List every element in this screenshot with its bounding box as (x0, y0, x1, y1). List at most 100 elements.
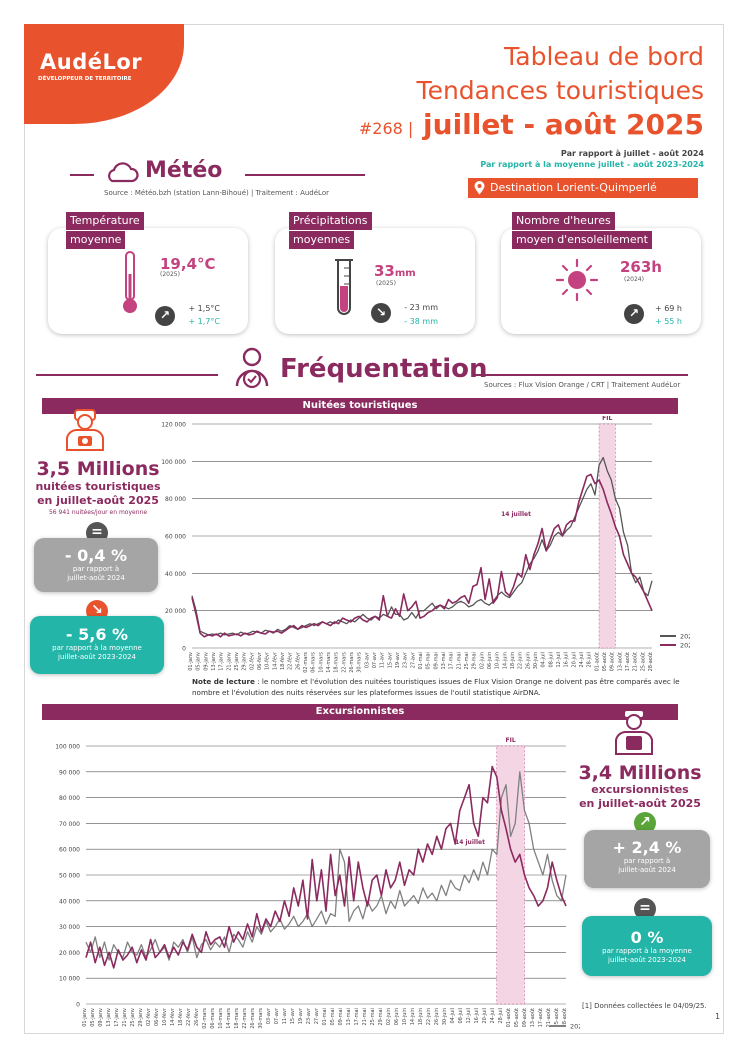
x-tick-label: 10-févr (161, 1007, 168, 1026)
x-tick-label: 11-avr (282, 1007, 288, 1024)
sun-icon (555, 258, 599, 302)
x-tick-label: 08-juil (458, 1008, 464, 1024)
x-tick-label: 13-mai (441, 652, 447, 670)
sunshine-value: 263h (620, 258, 662, 276)
legend-label: 2024 (680, 633, 690, 641)
y-tick-label: 40 000 (59, 898, 80, 905)
x-tick-label: 13-janv (211, 652, 217, 671)
temperature-cmp-2024: + 1,5°C (188, 304, 220, 313)
x-tick-label: 17-janv (114, 1008, 120, 1027)
y-tick-label: 80 000 (165, 496, 186, 503)
period-label: juillet - août 2025 (423, 108, 704, 141)
x-tick-label: 04-juil (541, 652, 547, 668)
excursionnistes-line-chart: 0 10 000 20 000 30 000 40 000 50 000 60 000 70 … (55, 737, 580, 1031)
nuitees-change-2024-line1: par rapport à (72, 565, 120, 573)
x-tick-label: 01-janv (82, 1008, 88, 1027)
precipitation-label-2: moyennes (289, 231, 355, 249)
excursionnistes-section-title: Excursionnistes (42, 704, 678, 720)
nuitees-line-chart: 0 20 000 40 000 60 000 80 000 100 000 120 000 F… (161, 416, 690, 673)
x-tick-label: 19-avr (395, 651, 401, 668)
x-tick-label: 14-mars (326, 652, 332, 673)
x-tick-label: 16-juil (564, 652, 570, 668)
x-tick-label: 10-févr (264, 651, 271, 670)
excursionnistes-change-2024-value: + 2,4 % (612, 838, 682, 857)
x-tick-label: 06-mars (311, 652, 317, 673)
excursionnistes-change-average-line2: juillet-août 2023-2024 (608, 956, 686, 964)
y-tick-label: 40 000 (165, 571, 186, 578)
x-tick-label: 17-mai (449, 652, 455, 670)
x-tick-label: 06-févr (256, 651, 263, 670)
sunshine-cmp-2024: + 69 h (654, 304, 682, 313)
precipitation-cmp-2024: - 23 mm (404, 303, 438, 312)
x-tick-label: 21-janv (226, 652, 232, 671)
excursionnistes-change-average: 0 % par rapport à la moyenne juillet-aoû… (582, 916, 712, 976)
compare-average-legend: Par rapport à la moyenne juillet - août … (480, 160, 704, 169)
x-tick-label: 29-janv (138, 1008, 144, 1027)
x-tick-label: 14-juin (502, 652, 508, 669)
page-number: 1 (715, 1012, 721, 1021)
x-tick-label: 21-août (632, 652, 639, 671)
series-line-2024 (85, 771, 567, 961)
x-tick-label: 18-mars (234, 1008, 240, 1029)
x-tick-label: 02-mars (202, 1008, 208, 1029)
x-tick-label: 18-févr (177, 1007, 184, 1026)
x-tick-label: 24-juil (579, 652, 585, 668)
x-tick-label: 26-févr (294, 651, 301, 670)
logo[interactable]: AudéLor (40, 50, 143, 74)
precipitation-number: 33 (374, 262, 395, 280)
x-tick-label: 16-juil (474, 1008, 480, 1024)
x-tick-label: 10-mars (318, 652, 324, 673)
x-tick-label: 05-août (513, 1008, 520, 1027)
x-tick-label: 18-mars (334, 652, 340, 673)
x-tick-label: 28-août (561, 1008, 568, 1027)
precipitation-year: (2025) (376, 280, 396, 287)
y-tick-label: 60 000 (59, 847, 80, 854)
excursionnistes-subtitle-1: excursionnistes (591, 783, 689, 796)
x-tick-label: 01-mai (322, 1008, 328, 1026)
up-right-arrow-icon: ↗ (624, 304, 644, 324)
x-tick-label: 03-avr (266, 1007, 272, 1024)
y-tick-label: 60 000 (165, 534, 186, 541)
frequentation-rule-left (36, 374, 218, 376)
annotation-fil: FIL (602, 416, 612, 422)
x-tick-label: 15-avr (387, 651, 393, 668)
x-tick-label: 25-août (639, 652, 646, 671)
y-tick-label: 80 000 (59, 795, 80, 802)
nuitees-change-average-value: - 5,6 % (65, 625, 129, 644)
x-tick-label: 07-avr (372, 651, 378, 668)
excursionnistes-total: 3,4 Millions (578, 762, 702, 784)
x-tick-label: 30-juin (442, 1008, 448, 1025)
y-tick-label: 20 000 (165, 608, 186, 615)
x-tick-label: 29-mai (378, 1008, 384, 1026)
y-tick-label: 50 000 (59, 873, 80, 880)
x-tick-label: 05-mai (330, 1008, 336, 1026)
nuitees-change-2024: - 0,4 % par rapport à juillet-août 2024 (34, 538, 158, 592)
sunshine-label-2: moyen d'ensoleillement (512, 231, 652, 249)
excursionnistes-change-average-line1: par rapport à la moyenne (602, 947, 692, 955)
x-tick-label: 18-juin (510, 652, 516, 669)
x-tick-label: 01-août (593, 652, 600, 671)
down-right-arrow-icon: ↘ (371, 303, 391, 323)
nuitees-change-average-line1: par rapport à la moyenne (52, 644, 142, 652)
x-tick-label: 09-janv (203, 652, 209, 671)
issue-number: #268 | (358, 119, 414, 138)
x-tick-label: 22-févr (185, 1007, 192, 1026)
x-tick-label: 09-août (521, 1008, 528, 1027)
x-tick-label: 14-févr (169, 1007, 176, 1026)
location-pin-icon (474, 181, 485, 195)
destination-banner: Destination Lorient-Quimperlé (468, 178, 698, 198)
user-check-icon (235, 347, 269, 389)
legend-label: 2024 (570, 1023, 580, 1031)
x-tick-label: 26-mars (349, 652, 355, 673)
cloud-icon (108, 162, 139, 183)
x-tick-label: 27-avr (410, 651, 416, 668)
meteo-source: Source : Météo.bzh (station Lann-Bihoué)… (104, 189, 329, 197)
x-tick-label: 17-janv (219, 652, 225, 671)
compare-2024-legend: Par rapport à juillet - août 2024 (560, 149, 704, 158)
x-tick-label: 09-août (609, 652, 616, 671)
x-tick-label: 23-avr (403, 651, 409, 668)
meteo-title: Météo (145, 158, 223, 183)
x-tick-label: 22-juin (518, 652, 524, 669)
excursionnistes-change-2024-line1: par rapport à (623, 857, 671, 865)
y-tick-label: 90 000 (59, 769, 80, 776)
